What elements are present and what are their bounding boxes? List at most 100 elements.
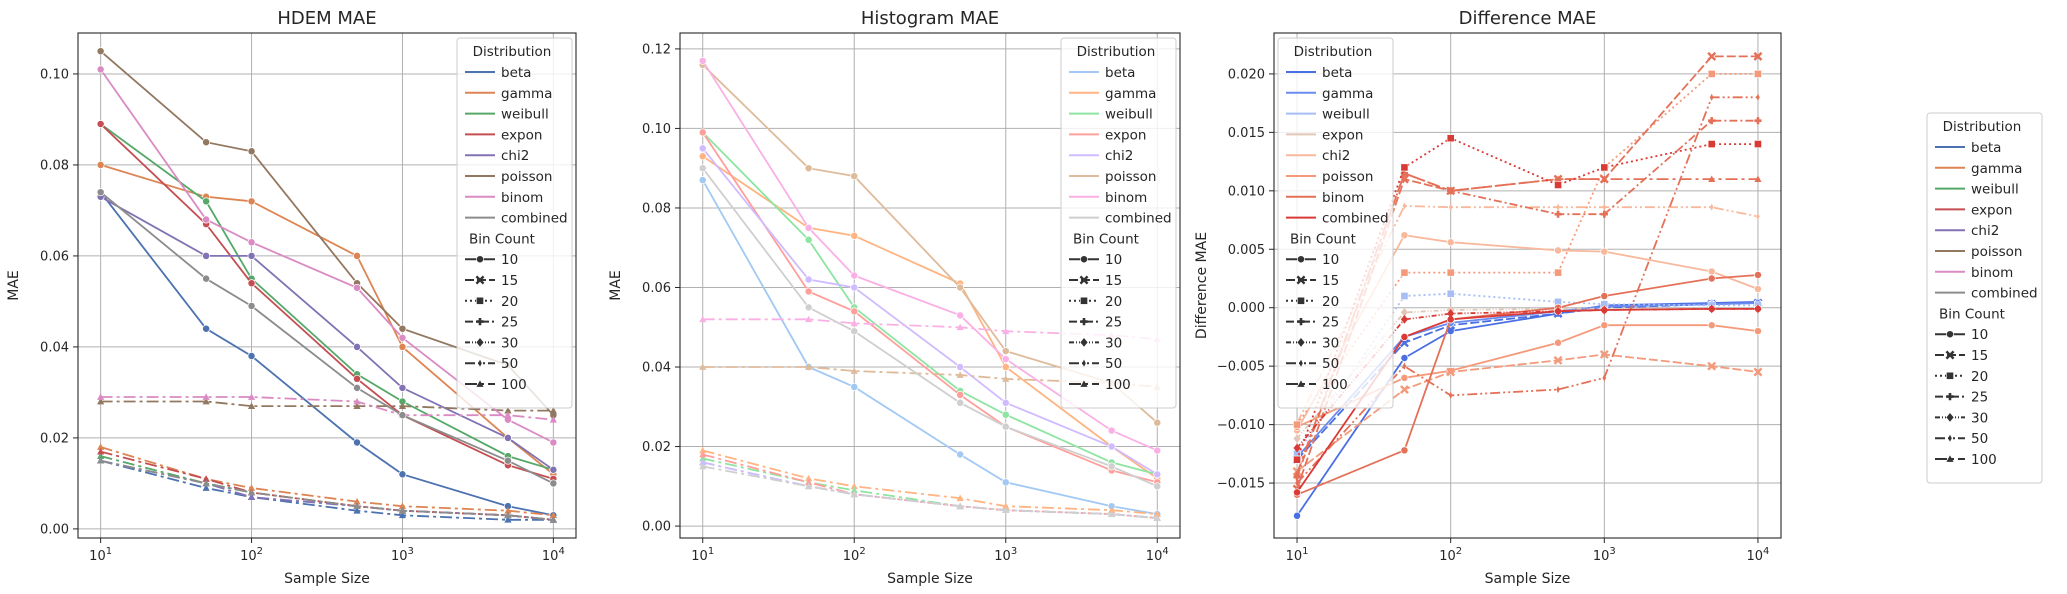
y-tick-label-1: 0.02 — [642, 440, 671, 455]
legend-bin-25-marker — [1946, 393, 1954, 401]
point-combined-100-5 — [1108, 510, 1116, 518]
point-expon-100-1 — [202, 475, 210, 482]
legend-entry-poisson: poisson — [1105, 169, 1156, 185]
point-expon-30-1 — [1400, 307, 1409, 317]
y-tick-label-4: 0.005 — [1228, 243, 1265, 258]
legend-2: Distribution beta gamma weibull expon chi2 poi… — [1060, 37, 1177, 409]
y-tick-label-2: 0.04 — [642, 361, 671, 376]
point-binom-50-6 — [1756, 93, 1760, 101]
legend-title-distribution: Distribution — [1077, 44, 1156, 60]
point-binom-10-1 — [202, 215, 211, 224]
y-tick-label-7: 0.020 — [1228, 67, 1265, 82]
point-chi2-50-5 — [1709, 203, 1714, 211]
point-binom-100-0 — [1293, 470, 1301, 477]
legend-entry-bin-100: 100 — [1322, 377, 1348, 393]
legend-entry-poisson: poisson — [1322, 169, 1373, 185]
legend-entry-combined: combined — [1322, 211, 1389, 227]
legend-bin-10-marker — [1080, 255, 1088, 264]
point-binom-10-6 — [1153, 446, 1162, 455]
legend-1: Distribution beta gamma weibull expon chi2 poi… — [456, 37, 573, 409]
point-binom-25-5 — [1708, 117, 1716, 125]
legend-bin-10-marker — [1297, 255, 1305, 264]
legend-entry-gamma: gamma — [1322, 86, 1373, 102]
point-beta-10-2 — [850, 382, 859, 391]
point-combined-20-0 — [1293, 455, 1301, 464]
y-tick-label-6: 0.12 — [642, 42, 671, 57]
legend-entry-weibull: weibull — [1105, 107, 1153, 123]
legend-bin-15-marker — [475, 275, 485, 285]
point-gamma-100-6 — [1153, 510, 1161, 518]
point-poisson-20-2 — [1446, 268, 1455, 277]
legend-entry-combined: combined — [501, 211, 568, 227]
point-expon-10-1 — [804, 287, 813, 296]
x-tick-label-4: 104 — [542, 546, 565, 564]
point-combined-100-2 — [247, 488, 256, 496]
point-chi2-10-6 — [1153, 470, 1162, 479]
point-binom-10-0 — [698, 56, 707, 65]
point-gamma-100-0 — [97, 443, 105, 450]
point-gamma-10-4 — [398, 342, 407, 351]
point-chi2-10-6 — [549, 465, 558, 474]
point-binom-10-4 — [1001, 355, 1010, 364]
x-axis-label: Sample Size — [1485, 571, 1571, 587]
point-poisson-10-6 — [1153, 418, 1162, 427]
point-combined-30-4 — [1600, 305, 1608, 315]
x-tick-label-1: 101 — [1286, 546, 1309, 564]
point-poisson-10-4 — [1600, 321, 1609, 330]
y-tick-label-3: 0.000 — [1228, 301, 1265, 316]
point-poisson-100-2 — [247, 402, 256, 409]
point-combined-30-0 — [1293, 443, 1301, 453]
point-expon-10-0 — [96, 120, 105, 128]
legend-bin-100-marker — [476, 380, 484, 387]
point-poisson-100-3 — [353, 402, 361, 409]
point-binom-50-1 — [1402, 362, 1407, 370]
point-poisson-20-6 — [1754, 70, 1762, 78]
point-expon-10-3 — [353, 374, 361, 383]
point-gamma-10-2 — [247, 197, 256, 206]
x-tick-label-4: 104 — [1746, 546, 1769, 564]
legend-entry-bin-10: 10 — [1971, 327, 1988, 343]
point-weibull-20-2 — [1446, 289, 1455, 298]
y-tick-label-6: 0.015 — [1228, 126, 1265, 141]
point-poisson-100-1 — [805, 363, 813, 370]
point-combined-30-2 — [1447, 309, 1455, 318]
legend-entry-bin-50: 50 — [501, 356, 518, 372]
point-binom-50-2 — [1448, 391, 1453, 399]
point-gamma-10-0 — [698, 152, 707, 161]
point-poisson-10-2 — [850, 172, 859, 181]
legend-entry-bin-10: 10 — [1105, 252, 1122, 268]
point-poisson-10-1 — [804, 164, 813, 173]
point-gamma-100-3 — [353, 498, 361, 505]
point-chi2-100-0 — [699, 458, 707, 466]
point-combined-10-6 — [549, 479, 558, 488]
point-expon-10-2 — [850, 307, 859, 316]
point-poisson-10-0 — [96, 47, 105, 56]
legend-entry-bin-30: 30 — [1322, 335, 1339, 351]
point-weibull-20-1 — [1400, 292, 1409, 300]
point-poisson-100-0 — [97, 397, 105, 405]
point-binom-100-1 — [805, 315, 813, 323]
legend-entry-bin-15: 15 — [1105, 273, 1122, 289]
legend-bin-30-marker — [1946, 413, 1954, 422]
point-chi2-10-5 — [1107, 442, 1116, 451]
legend-entry-bin-100: 100 — [1971, 452, 1997, 468]
point-chi2-10-3 — [353, 342, 361, 351]
point-chi2-10-2 — [247, 251, 256, 260]
legend-bin-10-marker — [476, 255, 484, 264]
point-chi2-50-6 — [1756, 212, 1760, 221]
point-combined-30-6 — [1754, 304, 1762, 314]
point-chi2-10-4 — [1600, 247, 1609, 256]
point-binom-100-4 — [1002, 327, 1010, 335]
legend-entry-gamma: gamma — [1105, 86, 1156, 102]
point-beta-10-1 — [1400, 354, 1409, 362]
point-combined-10-5 — [1107, 462, 1116, 471]
legend-entry-expon: expon — [1322, 127, 1363, 143]
legend-entry-poisson: poisson — [501, 169, 552, 185]
legend-entry-bin-50: 50 — [1322, 356, 1339, 372]
y-tick-label-2: −0.005 — [1217, 360, 1265, 375]
y-tick-label-0: −0.015 — [1217, 477, 1265, 492]
y-tick-label-2: 0.04 — [40, 340, 69, 355]
legend-entry-combined: combined — [1971, 286, 2038, 302]
point-binom-15-5 — [1707, 51, 1717, 61]
legend-entry-weibull: weibull — [1322, 107, 1370, 123]
